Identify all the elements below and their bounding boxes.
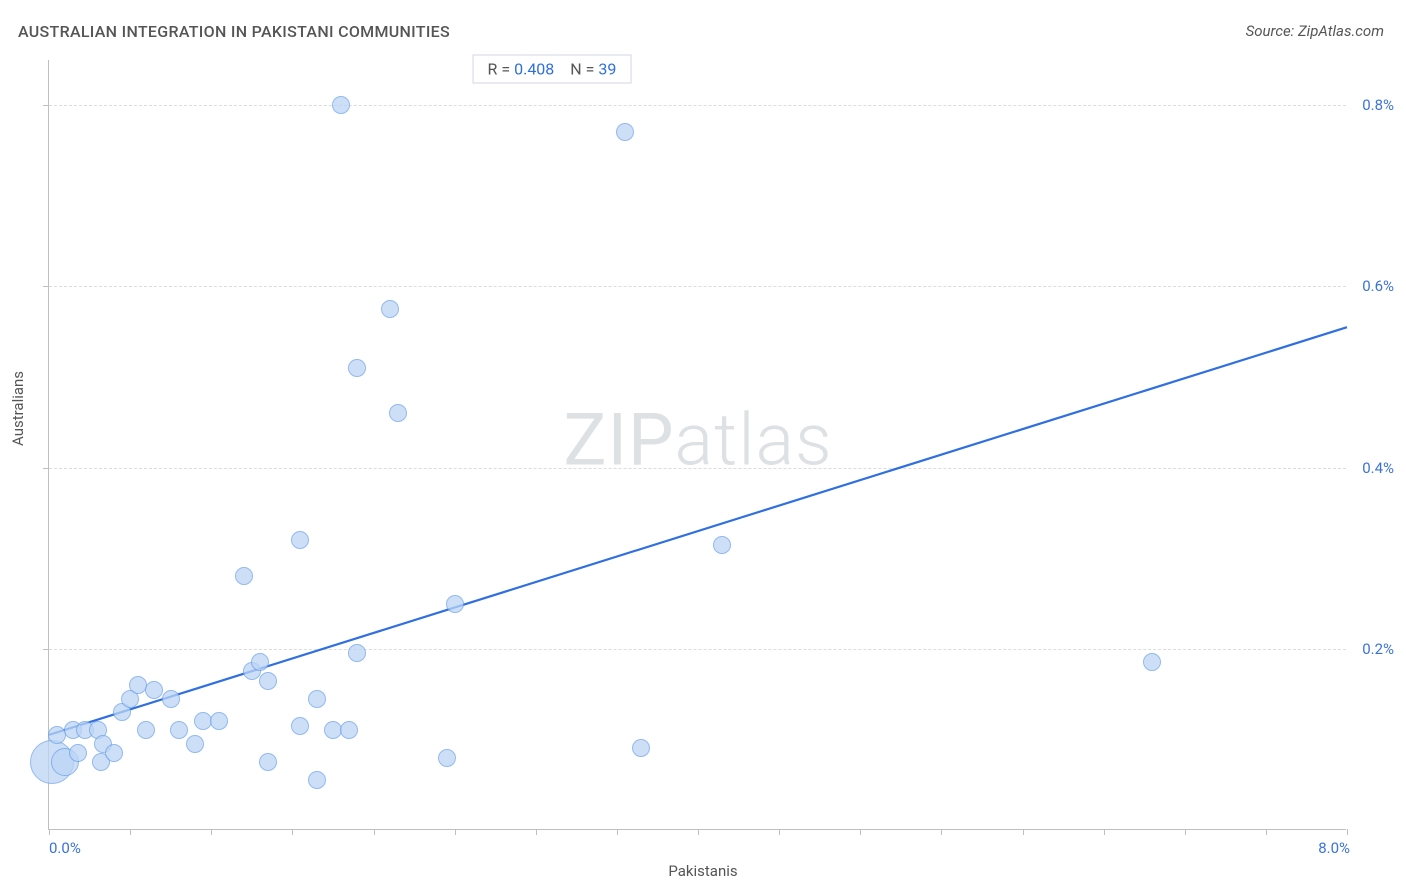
- data-point[interactable]: [446, 595, 464, 613]
- data-point[interactable]: [291, 717, 309, 735]
- x-max-label: 8.0%: [1318, 839, 1350, 857]
- data-point[interactable]: [259, 753, 277, 771]
- data-point[interactable]: [389, 404, 407, 422]
- data-point[interactable]: [235, 567, 253, 585]
- data-point[interactable]: [381, 300, 399, 318]
- data-point[interactable]: [210, 712, 228, 730]
- data-point[interactable]: [308, 771, 326, 789]
- data-point[interactable]: [348, 359, 366, 377]
- data-point[interactable]: [308, 690, 326, 708]
- chart-source: Source: ZipAtlas.com: [1246, 22, 1384, 40]
- data-point[interactable]: [145, 681, 163, 699]
- stat-n: N = 39: [570, 60, 616, 79]
- y-axis-label: Australians: [9, 371, 27, 446]
- y-tick-label: 0.2%: [1362, 640, 1394, 658]
- data-point[interactable]: [129, 676, 147, 694]
- x-tick: [1347, 829, 1348, 835]
- data-point[interactable]: [105, 744, 123, 762]
- data-point[interactable]: [438, 749, 456, 767]
- stats-box: R = 0.408 N = 39: [473, 55, 632, 84]
- data-point[interactable]: [1143, 653, 1161, 671]
- data-point[interactable]: [170, 721, 188, 739]
- data-point[interactable]: [162, 690, 180, 708]
- data-point[interactable]: [137, 721, 155, 739]
- data-point[interactable]: [348, 644, 366, 662]
- data-point[interactable]: [713, 536, 731, 554]
- y-tick-label: 0.6%: [1362, 277, 1394, 295]
- scatter-plot: 0.2%0.4%0.6%0.8%0.0%8.0%ZIPatlasR = 0.40…: [48, 60, 1346, 830]
- x-min-label: 0.0%: [49, 839, 81, 857]
- regression-line: [49, 60, 1347, 830]
- x-axis-label: Pakistanis: [668, 862, 737, 880]
- data-point[interactable]: [616, 123, 634, 141]
- data-point[interactable]: [259, 672, 277, 690]
- data-point[interactable]: [340, 721, 358, 739]
- data-point[interactable]: [632, 739, 650, 757]
- data-point[interactable]: [291, 531, 309, 549]
- data-point[interactable]: [251, 653, 269, 671]
- y-tick-label: 0.4%: [1362, 459, 1394, 477]
- chart-title: AUSTRALIAN INTEGRATION IN PAKISTANI COMM…: [18, 22, 450, 41]
- stat-r: R = 0.408: [488, 60, 555, 79]
- data-point[interactable]: [69, 744, 87, 762]
- data-point[interactable]: [186, 735, 204, 753]
- data-point[interactable]: [332, 96, 350, 114]
- y-tick-label: 0.8%: [1362, 96, 1394, 114]
